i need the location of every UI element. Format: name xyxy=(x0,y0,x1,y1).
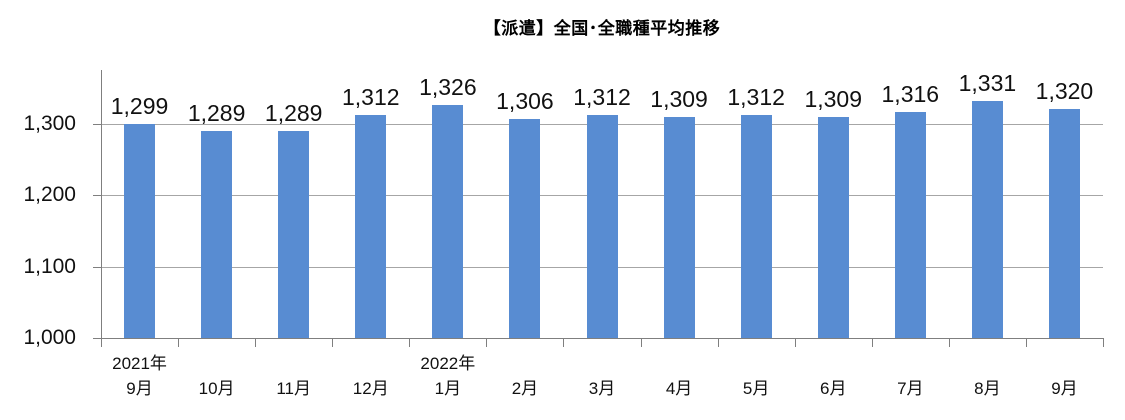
bar xyxy=(894,112,926,338)
bar-value-label: 1,289 xyxy=(264,100,323,127)
y-axis-tick-label: 1,200 xyxy=(23,183,76,207)
y-axis-tick xyxy=(93,266,101,268)
x-axis-month-label: 3月 xyxy=(588,379,616,398)
x-axis-tick xyxy=(1103,339,1104,347)
x-axis-tick xyxy=(563,339,565,347)
bar-value-label: 1,331 xyxy=(958,70,1017,97)
bar xyxy=(740,115,772,338)
y-axis-tick-label: 1,000 xyxy=(23,326,76,349)
bar-value-label: 1,312 xyxy=(573,84,631,111)
bar-value-label: 1,320 xyxy=(1035,78,1094,105)
bar-value-label: 1,299 xyxy=(110,93,169,120)
x-axis-tick xyxy=(409,339,411,347)
x-axis-month-label: 8月 xyxy=(974,379,1001,398)
x-axis-tick xyxy=(794,339,796,347)
x-axis-month-label: 7月 xyxy=(897,379,924,398)
x-axis-year-label: 2022年 xyxy=(420,354,476,373)
bar xyxy=(124,124,156,338)
y-axis-tick xyxy=(93,195,101,197)
x-axis-month-label: 11月 xyxy=(276,379,312,398)
y-axis-line xyxy=(101,70,102,338)
bar xyxy=(278,131,310,338)
bar-value-label: 1,312 xyxy=(727,84,785,111)
x-axis-tick xyxy=(640,339,642,347)
x-axis-month-label: 5月 xyxy=(742,379,770,398)
x-axis-month-label: 2月 xyxy=(511,379,539,398)
bar xyxy=(201,131,233,338)
bar xyxy=(1048,109,1080,338)
bar xyxy=(663,117,695,338)
bar xyxy=(509,119,541,338)
bar xyxy=(355,115,387,338)
x-axis-month-label: 4月 xyxy=(665,379,693,398)
x-axis-month-label: 9月 xyxy=(1051,379,1078,398)
x-axis-tick xyxy=(101,339,102,347)
x-axis-month-label: 1月 xyxy=(434,379,462,398)
x-axis-tick xyxy=(1025,339,1027,347)
y-axis-tick xyxy=(93,123,101,125)
bar xyxy=(817,117,849,338)
y-axis-tick-label: 1,300 xyxy=(23,111,76,135)
bar-value-label: 1,309 xyxy=(650,86,708,113)
bar xyxy=(586,115,618,338)
bar-value-label: 1,289 xyxy=(187,100,246,127)
x-axis-month-label: 10月 xyxy=(198,379,235,398)
x-axis-month-label: 12月 xyxy=(352,379,389,398)
x-axis-tick xyxy=(255,339,257,347)
chart-title: 【派遣】全国･全職種平均推移 xyxy=(483,19,721,38)
bar-value-label: 1,316 xyxy=(881,81,940,108)
bar xyxy=(971,101,1003,338)
bar-value-label: 1,309 xyxy=(804,86,862,113)
x-axis-tick xyxy=(871,339,873,347)
bar xyxy=(432,105,464,338)
bar-value-label: 1,312 xyxy=(341,84,400,111)
x-axis-month-label: 6月 xyxy=(819,379,847,398)
x-axis-tick xyxy=(332,339,334,347)
x-axis-tick xyxy=(486,339,488,347)
x-axis-tick xyxy=(178,339,180,347)
bar-value-label: 1,306 xyxy=(496,88,554,115)
x-axis-tick xyxy=(717,339,719,347)
bar-value-label: 1,326 xyxy=(419,74,477,101)
x-axis-tick xyxy=(948,339,950,347)
x-axis-month-label: 9月 xyxy=(126,379,153,398)
y-axis-tick-label: 1,100 xyxy=(23,254,76,278)
y-axis-tick xyxy=(93,338,101,339)
x-axis-line xyxy=(101,338,1104,339)
x-axis-year-label: 2021年 xyxy=(112,354,167,373)
